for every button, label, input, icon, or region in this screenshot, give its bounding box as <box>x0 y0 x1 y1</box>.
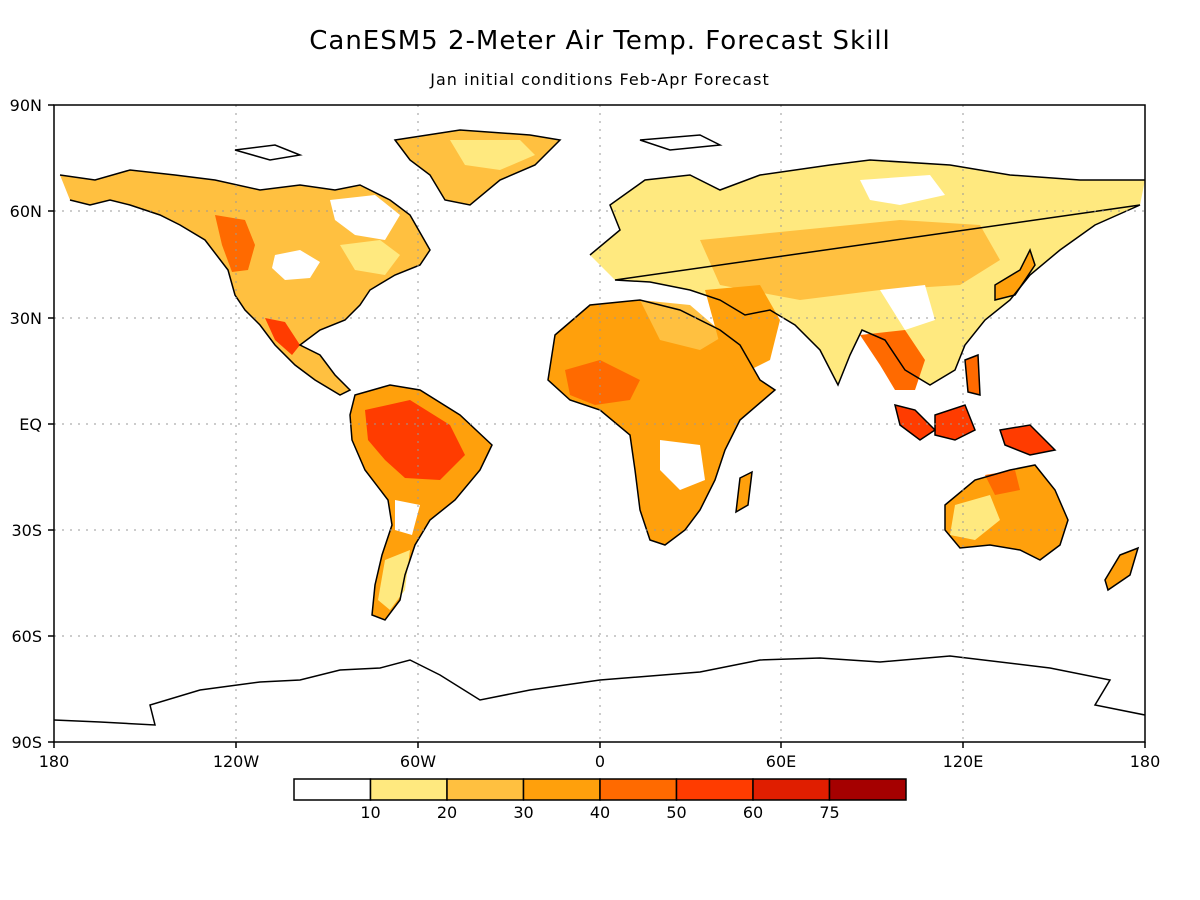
lat-label-60s: 60S <box>11 627 42 646</box>
coastlines <box>54 129 1145 726</box>
borneo-hot <box>935 405 975 440</box>
colorbar: 10 20 30 40 50 60 75 <box>293 778 907 822</box>
sa-south-pale <box>378 550 410 610</box>
new-zealand <box>1105 548 1138 590</box>
map-subtitle: Jan initial conditions Feb-Apr Forecast <box>430 70 770 89</box>
colorbar-swatch <box>828 778 907 801</box>
colorbar-label: 60 <box>743 803 763 822</box>
new-guinea-hot <box>1000 425 1055 455</box>
sa-white <box>395 500 420 535</box>
east-africa-white <box>660 440 705 490</box>
asia-white-2 <box>880 285 935 330</box>
lat-label-eq: EQ <box>19 415 42 434</box>
na-white-1 <box>272 250 320 280</box>
graticule <box>54 105 1145 742</box>
colorbar-label: 50 <box>666 803 686 822</box>
antarctica-coast <box>54 655 1145 726</box>
japan <box>995 250 1035 300</box>
na-hot-west <box>215 215 255 272</box>
skill-shading <box>60 130 1145 620</box>
greenland-pale <box>450 140 535 170</box>
lat-labels: 90N 60N 30N EQ 30S 60S 90S <box>10 96 42 752</box>
lat-label-60n: 60N <box>10 202 42 221</box>
lon-label-180e: 180 <box>1130 752 1161 771</box>
lon-label-60w: 60W <box>400 752 436 771</box>
asia-white-1 <box>860 175 945 205</box>
colorbar-swatch <box>752 778 831 801</box>
colorbar-swatch <box>369 778 448 801</box>
colorbar-label: 40 <box>590 803 610 822</box>
axis-ticks <box>48 104 1146 748</box>
colorbar-swatch <box>599 778 678 801</box>
colorbar-label: 75 <box>819 803 839 822</box>
lon-label-120e: 120E <box>943 752 984 771</box>
na-pale <box>340 240 400 275</box>
mexico-hot <box>265 318 300 355</box>
colorbar-label: 20 <box>437 803 457 822</box>
colorbar-label: 30 <box>513 803 533 822</box>
lon-label-180w: 180 <box>39 752 70 771</box>
amazon-hot <box>365 400 465 480</box>
north-america <box>60 170 430 395</box>
lon-labels: 180 120W 60W 0 60E 120E 180 <box>39 752 1161 771</box>
australia-hot <box>985 470 1020 495</box>
lon-label-60e: 60E <box>766 752 796 771</box>
lon-label-120w: 120W <box>213 752 260 771</box>
na-white-2 <box>330 195 400 240</box>
sahara-pale <box>640 300 725 350</box>
sumatra-borneo-hot <box>895 405 935 440</box>
map-title: CanESM5 2-Meter Air Temp. Forecast Skill <box>309 26 891 56</box>
mideast <box>705 285 780 375</box>
colorbar-label: 10 <box>360 803 380 822</box>
philippines <box>965 355 980 395</box>
colorbar-swatch <box>675 778 754 801</box>
africa <box>548 300 775 545</box>
central-asia-orange <box>700 220 1000 300</box>
colorbar-swatch <box>293 778 372 801</box>
lat-label-90s: 90S <box>11 733 42 752</box>
lon-label-0: 0 <box>595 752 605 771</box>
lat-label-30n: 30N <box>10 309 42 328</box>
lat-label-90n: 90N <box>10 96 42 115</box>
india-se-asia-hot <box>860 330 925 390</box>
colorbar-swatch <box>522 778 601 801</box>
lat-label-30s: 30S <box>11 521 42 540</box>
west-africa-hot <box>565 360 640 405</box>
colorbar-swatch <box>446 778 525 801</box>
